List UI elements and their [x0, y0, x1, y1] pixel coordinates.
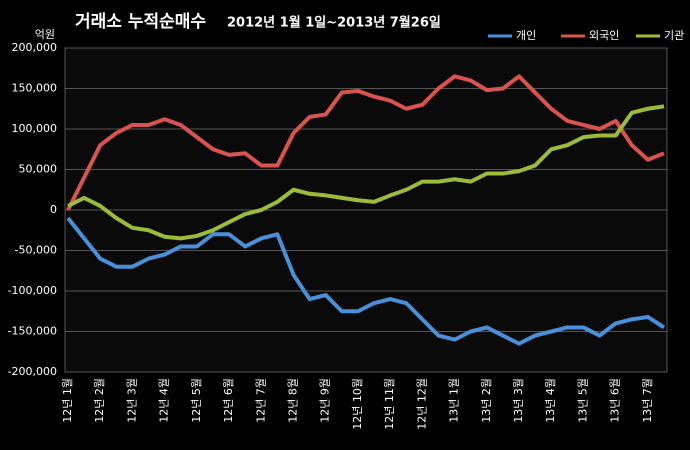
x-tick-label: 12년 12월	[415, 378, 428, 430]
x-tick-label: 12년 5월	[190, 378, 203, 423]
x-tick-label: 12년 7월	[254, 378, 267, 423]
chart-title: 거래소 누적순매수	[75, 12, 206, 32]
x-tick-label: 12년 6월	[222, 378, 235, 423]
y-tick-label: 200,000	[12, 41, 58, 54]
x-tick-label: 13년 3월	[512, 378, 525, 423]
x-tick-label: 13년 5월	[576, 378, 589, 423]
y-tick-label: -200,000	[8, 365, 57, 378]
series-line	[67, 104, 665, 241]
x-tick-label: 12년 1월	[61, 378, 74, 423]
legend-label: 외국인	[589, 29, 619, 42]
y-tick-label: -100,000	[8, 284, 57, 297]
y-unit: 억원	[35, 28, 55, 41]
y-tick-label: 100,000	[12, 122, 58, 135]
y-tick-label: 50,000	[19, 163, 58, 176]
x-tick-label: 13년 7월	[641, 378, 654, 423]
y-tick-label: -50,000	[15, 244, 57, 257]
legend-label: 기관	[664, 29, 684, 42]
x-tick-label: 12년 2월	[93, 378, 106, 423]
legend-label: 개인	[516, 29, 536, 42]
series-line	[66, 74, 665, 211]
x-tick-label: 12년 8월	[287, 378, 300, 423]
x-tick-label: 12년 3월	[125, 378, 138, 423]
x-tick-label: 12년 11월	[383, 378, 396, 430]
x-tick-label: 12년 10월	[351, 378, 364, 430]
x-tick-label: 13년 4월	[544, 378, 557, 423]
x-tick-label: 13년 1월	[448, 378, 461, 423]
x-tick-label: 13년 6월	[609, 378, 622, 423]
y-tick-label: 150,000	[12, 82, 58, 95]
y-tick-label: -150,000	[8, 325, 57, 338]
x-tick-label: 12년 9월	[319, 378, 332, 423]
x-tick-label: 13년 2월	[480, 378, 493, 423]
y-tick-label: 0	[50, 203, 57, 216]
chart-subtitle: 2012년 1월 1일~2013년 7월26일	[227, 15, 441, 31]
x-tick-label: 12년 4월	[158, 378, 171, 423]
series-line	[66, 216, 666, 346]
